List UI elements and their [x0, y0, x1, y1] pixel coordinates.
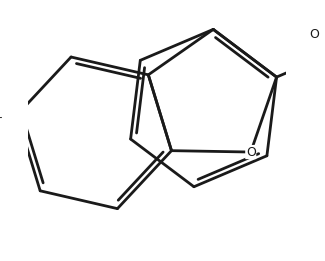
Text: O: O	[246, 146, 256, 158]
Text: O: O	[309, 28, 319, 41]
Text: Br: Br	[0, 114, 2, 127]
